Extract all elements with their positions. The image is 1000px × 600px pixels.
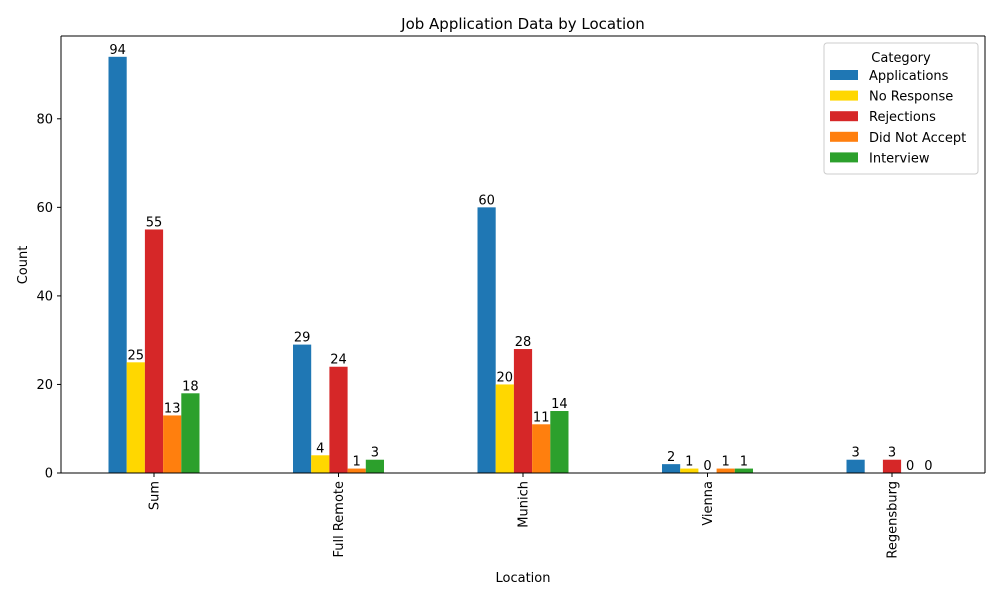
data-label: 60 bbox=[478, 193, 495, 208]
bar-did-not-accept-sum bbox=[163, 415, 182, 473]
legend-swatch bbox=[830, 131, 858, 142]
bars-layer bbox=[108, 56, 902, 474]
legend-entry-label: Did Not Accept bbox=[869, 131, 966, 146]
y-tick-label: 80 bbox=[36, 112, 53, 127]
data-label: 3 bbox=[888, 446, 896, 461]
data-label: 24 bbox=[330, 353, 347, 368]
bar-no-response-full-remote bbox=[311, 455, 330, 473]
legend-title: Category bbox=[871, 51, 931, 66]
bar-applications-full-remote bbox=[293, 344, 312, 473]
data-label: 3 bbox=[371, 446, 379, 461]
data-label: 4 bbox=[316, 441, 324, 456]
bar-interview-full-remote bbox=[365, 459, 384, 473]
x-axis-label: Location bbox=[496, 571, 551, 586]
data-label: 28 bbox=[515, 335, 532, 350]
data-label: 13 bbox=[164, 401, 181, 416]
data-label: 14 bbox=[551, 397, 568, 412]
x-tick-label: Sum bbox=[148, 481, 163, 510]
bar-rejections-sum bbox=[144, 229, 164, 473]
bar-did-not-accept-full-remote bbox=[347, 468, 366, 473]
bar-rejections-regensburg bbox=[882, 459, 902, 473]
y-tick-label: 40 bbox=[36, 289, 53, 304]
chart-title: Job Application Data by Location bbox=[400, 15, 645, 33]
bar-applications-sum bbox=[108, 56, 127, 474]
y-tick-label: 0 bbox=[45, 467, 53, 482]
bar-did-not-accept-munich bbox=[532, 424, 551, 473]
legend-entry-label: Interview bbox=[869, 151, 930, 166]
data-label: 94 bbox=[109, 43, 126, 58]
x-tick-label: Vienna bbox=[701, 481, 716, 526]
legend-swatch bbox=[830, 152, 858, 163]
legend-entry-label: No Response bbox=[869, 90, 953, 105]
bar-did-not-accept-vienna bbox=[716, 468, 735, 473]
x-tick-label: Full Remote bbox=[332, 481, 347, 558]
data-label: 1 bbox=[685, 455, 693, 470]
bar-no-response-sum bbox=[126, 362, 145, 473]
data-label: 55 bbox=[146, 215, 163, 230]
legend: Category Applications No Response Rejection… bbox=[823, 42, 979, 175]
legend-swatch bbox=[830, 70, 858, 80]
legend-swatch bbox=[830, 111, 858, 122]
data-label: 25 bbox=[128, 348, 145, 363]
legend-entry-label: Rejections bbox=[869, 110, 936, 125]
bar-interview-munich bbox=[550, 411, 569, 473]
data-label: 1 bbox=[722, 455, 730, 470]
bar-rejections-munich bbox=[513, 349, 533, 473]
data-label: 2 bbox=[667, 450, 675, 465]
data-label: 11 bbox=[533, 410, 550, 425]
y-axis-label: Count bbox=[16, 246, 31, 285]
data-label: 0 bbox=[703, 459, 711, 474]
bar-interview-vienna bbox=[734, 468, 753, 473]
bar-interview-sum bbox=[181, 393, 200, 473]
bar-no-response-vienna bbox=[680, 468, 699, 473]
bar-rejections-full-remote bbox=[329, 366, 348, 473]
bar-applications-munich bbox=[477, 207, 496, 473]
y-tick-label: 60 bbox=[36, 201, 53, 216]
data-label: 0 bbox=[924, 459, 932, 474]
legend-frame bbox=[823, 42, 979, 175]
x-tick-label: Munich bbox=[517, 481, 532, 528]
data-label: 1 bbox=[740, 455, 748, 470]
legend-swatch bbox=[830, 90, 858, 101]
bar-no-response-munich bbox=[495, 384, 514, 473]
data-label: 18 bbox=[182, 379, 199, 394]
data-label: 3 bbox=[851, 446, 859, 461]
y-tick-label: 20 bbox=[36, 378, 53, 393]
legend-entry-label: Applications bbox=[869, 69, 949, 84]
data-label: 0 bbox=[906, 459, 914, 474]
data-label: 1 bbox=[353, 455, 361, 470]
bar-applications-regensburg bbox=[846, 459, 865, 473]
data-label: 29 bbox=[294, 331, 311, 346]
data-label: 20 bbox=[497, 370, 514, 385]
bar-applications-vienna bbox=[662, 464, 681, 473]
x-tick-label: Regensburg bbox=[886, 481, 901, 559]
